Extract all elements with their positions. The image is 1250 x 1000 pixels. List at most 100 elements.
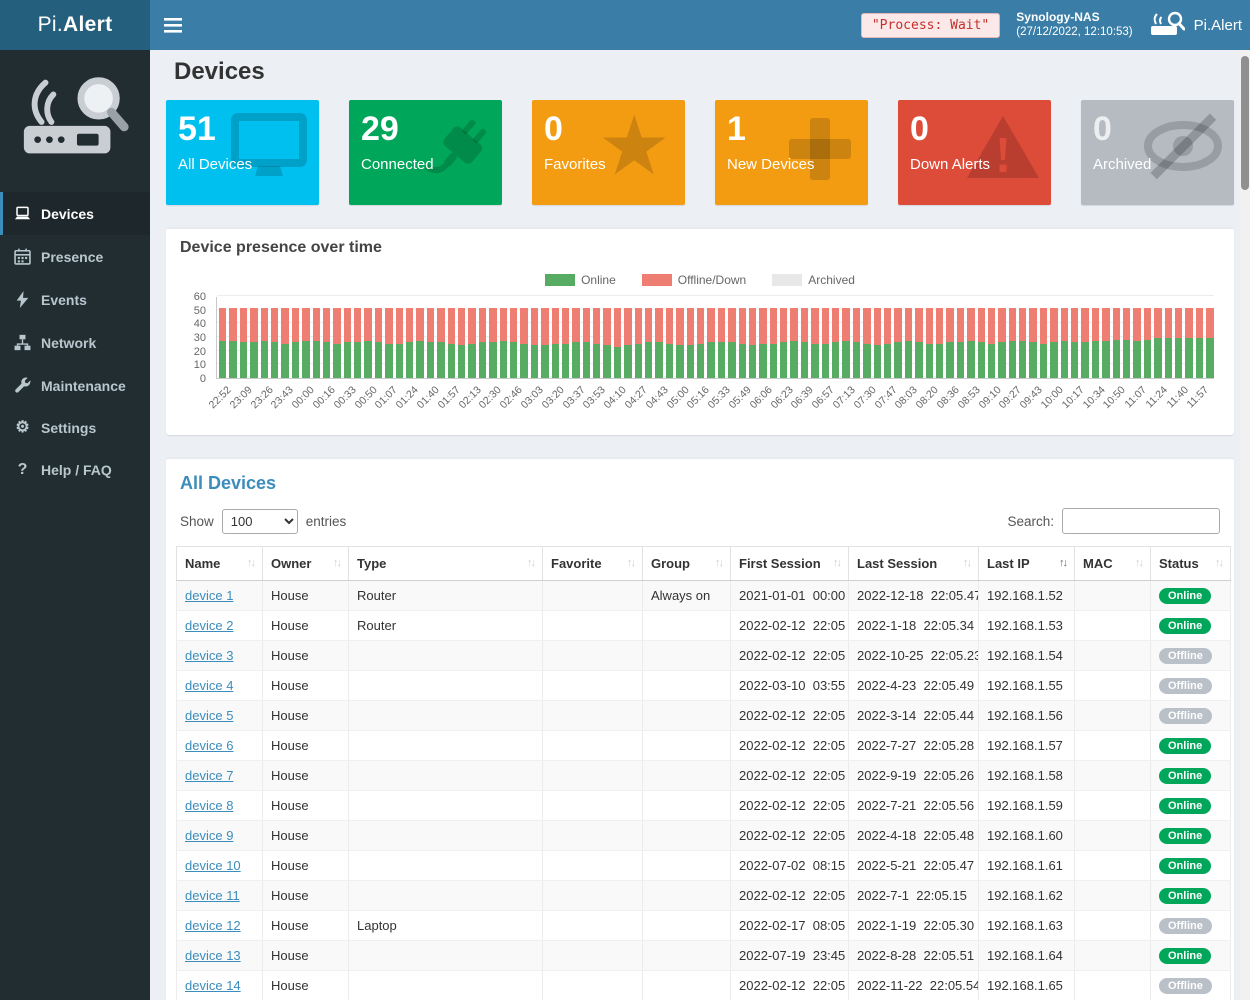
legend-item[interactable]: Archived — [772, 273, 855, 287]
cell-favorite — [542, 580, 643, 611]
sidebar-item-network[interactable]: Network — [0, 321, 150, 364]
page-scrollbar[interactable] — [1240, 50, 1250, 1000]
presence-bar — [967, 308, 975, 378]
bolt-icon — [16, 291, 29, 308]
device-name-link[interactable]: device 4 — [185, 678, 234, 693]
presence-bar — [1174, 308, 1183, 378]
cell-group — [642, 610, 731, 641]
sort-icon[interactable]: ↑↓ — [333, 557, 342, 569]
star-icon: ★ — [597, 101, 671, 192]
col-header-group[interactable]: Group ↑↓ — [642, 546, 731, 581]
device-name-link[interactable]: device 7 — [185, 768, 234, 783]
col-header-owner[interactable]: Owner ↑↓ — [262, 546, 349, 581]
device-name-link[interactable]: device 8 — [185, 798, 234, 813]
presence-bar — [987, 308, 996, 378]
stat-card-down-alerts[interactable]: 0 Down Alerts — [898, 100, 1051, 205]
presence-bar — [1185, 308, 1193, 378]
devices-icon — [14, 206, 31, 220]
presence-bar — [250, 308, 258, 378]
offline-segment — [582, 308, 591, 343]
sidebar-item-help[interactable]: ? Help / FAQ — [0, 449, 150, 491]
device-name-link[interactable]: device 13 — [185, 948, 241, 963]
col-header-first-session[interactable]: First Session ↑↓ — [730, 546, 849, 581]
device-name-link[interactable]: device 6 — [185, 738, 234, 753]
device-name-link[interactable]: device 9 — [185, 828, 234, 843]
col-header-mac[interactable]: MAC ↑↓ — [1074, 546, 1151, 581]
online-segment — [1122, 339, 1131, 378]
offline-segment — [863, 308, 871, 344]
col-header-type[interactable]: Type ↑↓ — [348, 546, 543, 581]
cell-mac — [1074, 640, 1151, 671]
sort-icon[interactable]: ↑↓ — [715, 557, 724, 569]
presence-bar — [374, 308, 383, 378]
legend-item[interactable]: Online — [545, 273, 616, 287]
cell-first-session: 2022-02-12 22:05 — [730, 760, 849, 791]
sort-icon-active[interactable]: ↑↓ — [1059, 557, 1068, 569]
device-name-link[interactable]: device 3 — [185, 648, 234, 663]
device-name-link[interactable]: device 12 — [185, 918, 241, 933]
stat-card-favorites[interactable]: 0 Favorites ★ — [532, 100, 685, 205]
cell-name: device 2 — [176, 610, 263, 641]
stat-label: New Devices — [727, 156, 815, 173]
offline-segment — [374, 308, 383, 343]
y-tick-label: 40 — [193, 318, 206, 331]
sort-icon[interactable]: ↑↓ — [247, 557, 256, 569]
search-label: Search: — [1007, 513, 1054, 529]
devices-panel-title: All Devices — [180, 473, 277, 493]
sidebar-item-settings[interactable]: ⚙ Settings — [0, 407, 150, 449]
device-name-link[interactable]: device 10 — [185, 858, 241, 873]
scrollbar-thumb[interactable] — [1241, 56, 1249, 190]
cell-first-session: 2021-01-01 00:00 — [730, 580, 849, 611]
stat-card-all-devices[interactable]: 51 All Devices — [166, 100, 319, 205]
presence-bar — [624, 308, 632, 378]
col-header-status[interactable]: Status ↑↓ — [1150, 546, 1231, 581]
cell-mac — [1074, 910, 1151, 941]
device-name-link[interactable]: device 11 — [185, 888, 240, 903]
sidebar-toggle-icon[interactable] — [162, 14, 184, 36]
page-length-select[interactable]: 100 — [221, 508, 298, 534]
online-segment — [624, 345, 632, 378]
legend-item[interactable]: Offline/Down — [641, 273, 746, 287]
sort-icon[interactable]: ↑↓ — [963, 557, 972, 569]
sort-icon[interactable]: ↑↓ — [833, 557, 842, 569]
offline-segment — [1102, 308, 1110, 342]
online-segment — [1039, 343, 1048, 378]
stat-card-connected[interactable]: 29 Connected — [349, 100, 502, 205]
offline-segment — [852, 308, 861, 343]
presence-bar — [977, 308, 985, 378]
cell-type — [348, 970, 543, 1000]
device-name-link[interactable]: device 1 — [185, 588, 234, 603]
online-segment — [935, 343, 944, 378]
stat-card-archived[interactable]: 0 Archived — [1081, 100, 1234, 205]
device-name-link[interactable]: device 14 — [185, 978, 241, 993]
search-input[interactable] — [1062, 508, 1220, 534]
cell-mac — [1074, 820, 1151, 851]
sidebar-item-events[interactable]: Events — [0, 278, 150, 321]
cell-group — [642, 760, 731, 791]
cell-mac — [1074, 940, 1151, 971]
sidebar-item-presence[interactable]: Presence — [0, 235, 150, 278]
sort-icon[interactable]: ↑↓ — [627, 557, 636, 569]
sort-icon[interactable]: ↑↓ — [1135, 557, 1144, 569]
show-label: Show — [180, 513, 214, 529]
cell-owner: House — [262, 670, 349, 701]
col-header-last-ip[interactable]: Last IP ↑↓ — [978, 546, 1075, 581]
sort-icon[interactable]: ↑↓ — [1215, 557, 1224, 569]
stat-card-new-devices[interactable]: 1 New Devices — [715, 100, 868, 205]
cell-owner: House — [262, 820, 349, 851]
sidebar-item-devices[interactable]: Devices — [0, 192, 150, 235]
online-segment — [800, 342, 809, 378]
sort-icon[interactable]: ↑↓ — [527, 557, 536, 569]
presence-legend: Online Offline/Down Archived — [178, 269, 1222, 297]
col-header-last-session[interactable]: Last Session ↑↓ — [848, 546, 979, 581]
presence-bar — [832, 308, 840, 378]
app-logo[interactable]: Pi.Alert — [0, 0, 150, 50]
eye-slash-icon — [1144, 113, 1222, 180]
presence-bar — [1081, 308, 1089, 378]
col-header-name[interactable]: Name ↑↓ — [176, 546, 263, 581]
device-name-link[interactable]: device 5 — [185, 708, 234, 723]
presence-bar — [447, 308, 455, 378]
sidebar-item-maintenance[interactable]: Maintenance — [0, 364, 150, 407]
col-header-favorite[interactable]: Favorite ↑↓ — [542, 546, 643, 581]
device-name-link[interactable]: device 2 — [185, 618, 234, 633]
